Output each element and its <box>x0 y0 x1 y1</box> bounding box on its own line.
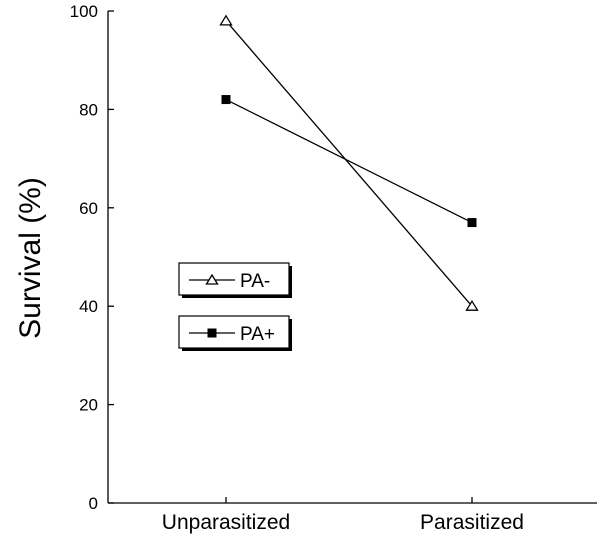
y-axis-label: Survival (%) <box>14 177 47 339</box>
square-marker <box>207 328 217 338</box>
series-line <box>225 98 473 224</box>
series-PA+ <box>221 95 477 228</box>
y-tick-label: 100 <box>70 2 98 21</box>
series-PA- <box>219 14 479 311</box>
legend-item: PA+ <box>178 315 292 351</box>
x-tick-label: Parasitized <box>420 511 524 534</box>
y-tick-label: 0 <box>89 494 98 513</box>
y-tick-label: 60 <box>79 199 98 218</box>
x-tick-label: Unparasitized <box>162 511 290 534</box>
legend-label: PA+ <box>240 324 275 345</box>
triangle-marker <box>465 299 479 311</box>
legend-item: PA- <box>178 262 292 298</box>
triangle-marker <box>205 273 219 285</box>
series-line <box>225 20 473 307</box>
y-tick-label: 80 <box>79 100 98 119</box>
legend-box <box>178 262 290 296</box>
square-marker <box>221 95 231 105</box>
y-tick-label: 40 <box>79 297 98 316</box>
legend-label: PA- <box>240 271 270 292</box>
square-marker <box>467 218 477 228</box>
legend-box <box>178 315 290 349</box>
triangle-marker <box>219 14 233 26</box>
y-tick-label: 20 <box>79 396 98 415</box>
